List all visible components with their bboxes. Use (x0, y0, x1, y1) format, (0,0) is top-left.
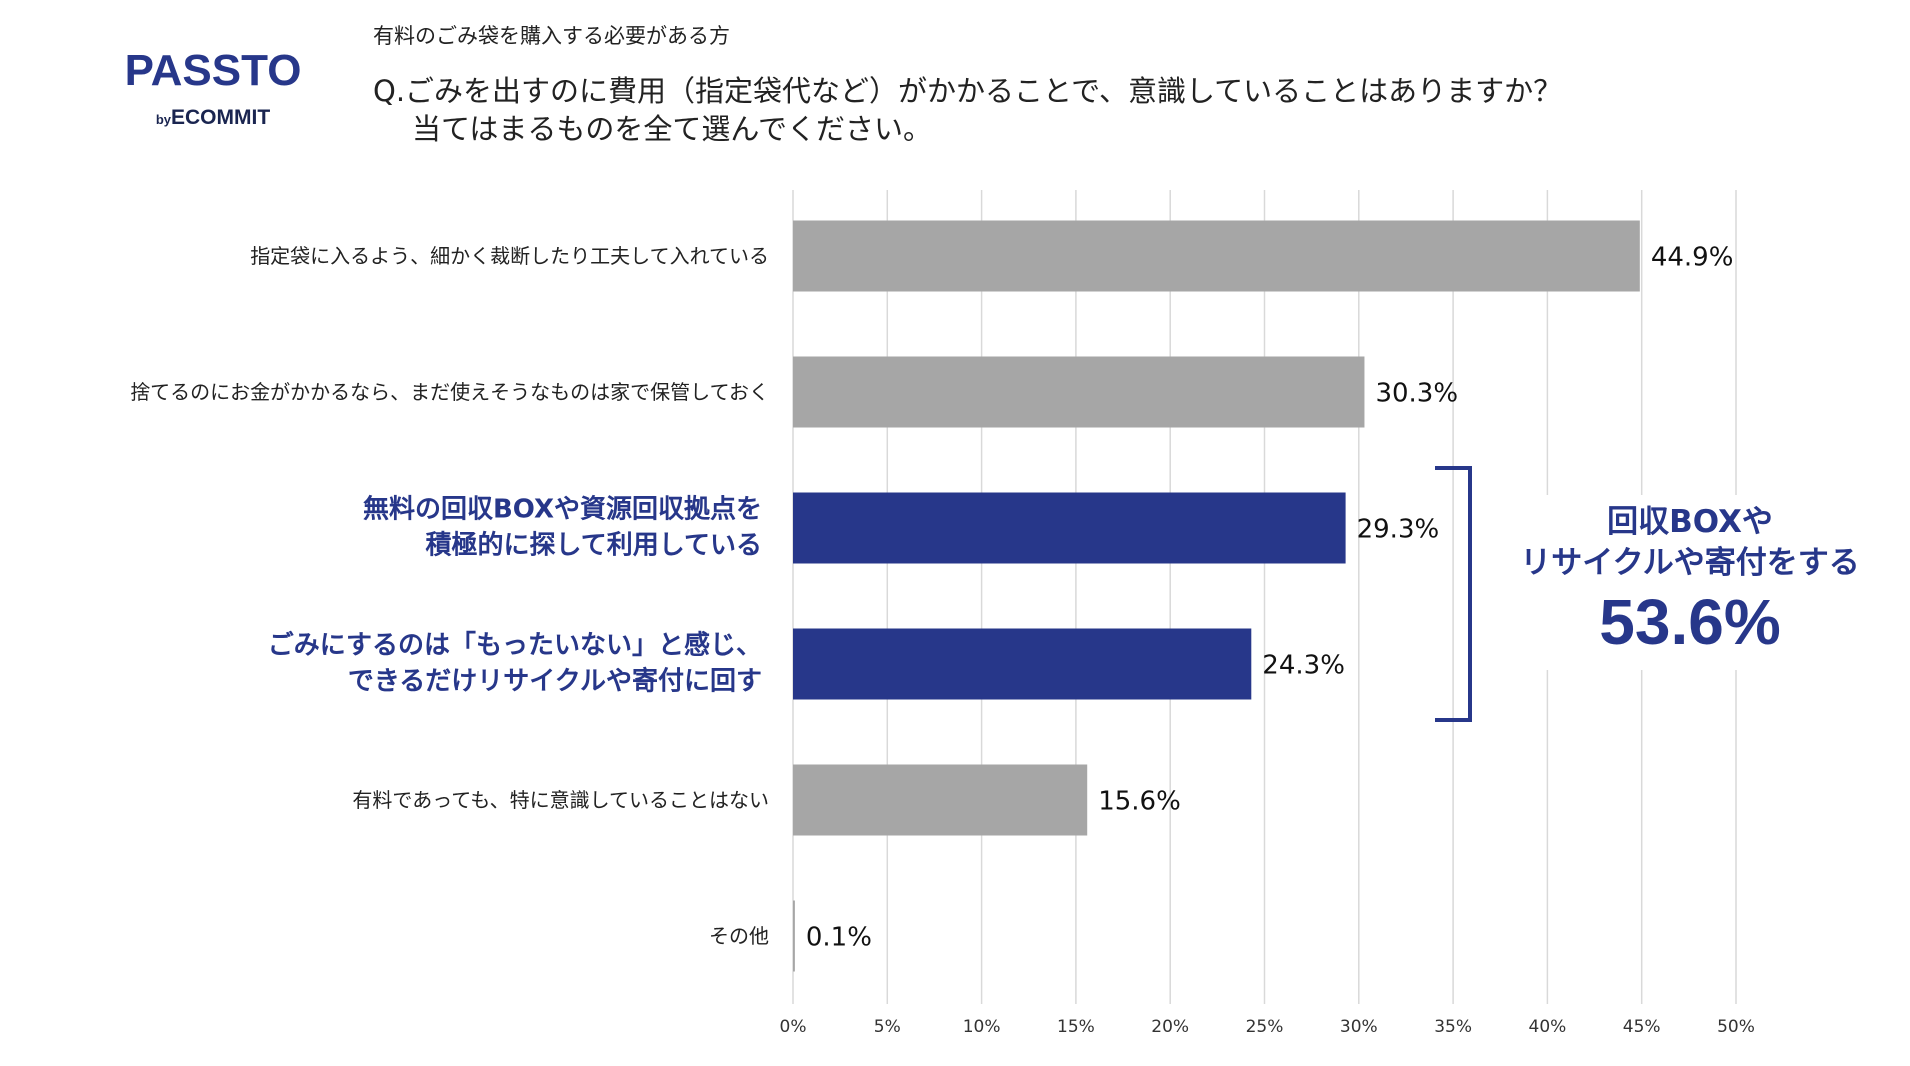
value-label: 30.3% (1375, 379, 1458, 409)
logo-by: by (155, 112, 171, 127)
category-label: 無料の回収BOXや資源回収拠点を 積極的に探して利用している (362, 494, 762, 561)
x-tick-label: 5% (874, 1017, 901, 1037)
bar (793, 356, 1365, 428)
x-tick-label: 0% (780, 1017, 807, 1037)
bracket (1435, 466, 1472, 722)
category-label: 捨てるのにお金がかかるなら、まだ使えそうなものは家で保管しておく (130, 380, 769, 404)
title-line: Q.ごみを出すのに費用（指定袋代など）がかかることで、意識していることはあります… (373, 74, 1563, 108)
annotation-bg (1500, 495, 1880, 670)
title-line: 当てはまるものを全て選んでください。 (412, 112, 932, 146)
bar (793, 764, 1088, 836)
category-label: その他 (709, 924, 769, 948)
x-tick-label: 20% (1151, 1017, 1189, 1037)
value-label: 15.6% (1098, 787, 1181, 817)
x-tick-label: 40% (1529, 1017, 1567, 1037)
logo-brand: ECOMMIT (171, 106, 271, 129)
value-label: 0.1% (806, 923, 872, 953)
bar (793, 628, 1252, 700)
category-label: 有料であっても、特に意識していることはない (352, 788, 769, 812)
value-label: 24.3% (1262, 651, 1345, 681)
x-tick-label: 30% (1340, 1017, 1378, 1037)
bar (793, 900, 795, 972)
value-label: 29.3% (1357, 515, 1440, 545)
subtitle: 有料のごみ袋を購入する必要がある方 (373, 24, 730, 48)
value-label: 44.9% (1651, 243, 1734, 273)
x-tick-label: 35% (1434, 1017, 1472, 1037)
bar (793, 492, 1346, 564)
logo-sub: byECOMMIT (140, 106, 286, 130)
x-tick-label: 15% (1057, 1017, 1095, 1037)
x-tick-label: 25% (1246, 1017, 1284, 1037)
x-tick-label: 45% (1623, 1017, 1661, 1037)
category-label: ごみにするのは「もったいない」と感じ、 できるだけリサイクルや寄付に回す (267, 630, 762, 697)
logo-name: PASSTO (124, 46, 302, 95)
bar (793, 220, 1640, 292)
annotation-text: 回収BOXや リサイクルや寄付をする (1520, 504, 1860, 581)
annotation-value: 53.6% (1599, 586, 1781, 658)
x-tick-label: 50% (1717, 1017, 1755, 1037)
x-tick-label: 10% (963, 1017, 1001, 1037)
category-label: 指定袋に入るよう、細かく裁断したり工夫して入れている (250, 244, 769, 268)
